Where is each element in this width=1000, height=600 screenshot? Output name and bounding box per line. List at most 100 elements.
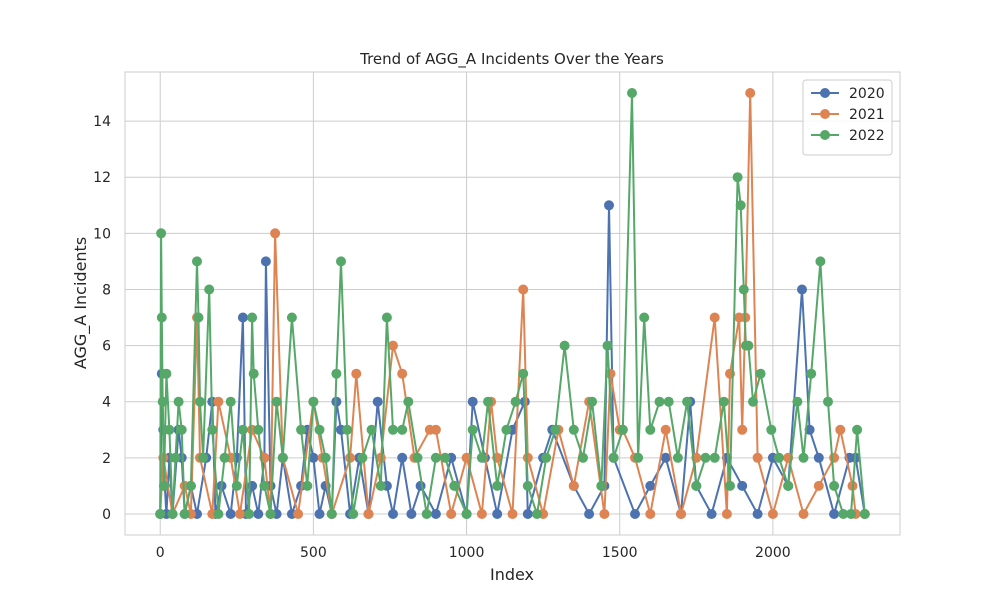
data-point-2022 [195, 396, 205, 407]
data-point-2021 [351, 368, 362, 379]
data-point-2022 [381, 312, 392, 323]
data-point-2022 [476, 452, 487, 463]
data-point-2021 [829, 452, 840, 463]
data-point-2022 [440, 452, 451, 463]
data-point-2022 [691, 480, 702, 491]
data-point-2022 [331, 368, 342, 379]
data-point-2020 [604, 200, 614, 211]
data-point-2022 [173, 396, 184, 407]
data-point-2021 [270, 228, 281, 239]
legend: 2020 2021 2022 [802, 79, 893, 156]
data-point-2022 [397, 424, 408, 435]
data-point-2020 [397, 452, 408, 463]
data-point-2022 [748, 396, 758, 407]
data-point-2022 [596, 480, 607, 491]
data-point-2022 [296, 424, 307, 435]
data-point-2022 [421, 509, 432, 519]
data-point-2022 [522, 480, 533, 491]
data-point-2021 [293, 509, 304, 519]
data-point-2020 [406, 509, 417, 519]
data-point-2020 [797, 284, 807, 295]
data-point-2022 [167, 509, 178, 519]
data-point-2022 [568, 424, 579, 435]
y-tick-label: 2 [102, 451, 111, 467]
data-point-2022 [155, 509, 166, 519]
data-point-2022 [342, 424, 353, 435]
data-point-2022 [823, 396, 833, 407]
legend-label: 2022 [849, 128, 885, 144]
data-point-2022 [852, 424, 863, 435]
data-point-2022 [639, 312, 650, 323]
data-point-2022 [357, 452, 368, 463]
data-point-2021 [645, 509, 656, 519]
data-point-2022 [449, 480, 460, 491]
data-point-2022 [483, 396, 493, 407]
data-point-2022 [156, 228, 167, 239]
data-point-2020 [253, 509, 264, 519]
ticks: 0 500 1000 1500 2000 0 2 4 6 8 10 12 14 [93, 114, 791, 561]
series-2022 [155, 88, 870, 519]
data-point-2022 [156, 312, 167, 323]
data-point-2022 [755, 368, 766, 379]
data-point-2021 [737, 424, 748, 435]
y-tick-label: 10 [93, 226, 111, 242]
data-point-2020 [314, 509, 325, 519]
data-point-2021 [599, 509, 610, 519]
data-point-2022 [738, 284, 749, 295]
data-point-2022 [700, 452, 711, 463]
series-layer [155, 88, 870, 519]
x-tick-label: 1000 [449, 545, 485, 561]
data-point-2021 [363, 509, 374, 519]
y-tick-label: 4 [102, 395, 111, 411]
data-point-2022 [219, 452, 230, 463]
data-point-2022 [829, 480, 840, 491]
data-point-2021 [813, 480, 824, 491]
data-point-2020 [584, 509, 595, 519]
data-point-2020 [467, 396, 478, 407]
data-point-2022 [645, 424, 656, 435]
data-point-2022 [608, 452, 619, 463]
data-point-2021 [660, 424, 671, 435]
data-point-2022 [336, 256, 346, 267]
data-point-2021 [375, 452, 386, 463]
legend-label: 2021 [849, 107, 885, 123]
data-point-2022 [518, 368, 529, 379]
data-point-2022 [170, 452, 181, 463]
data-point-2022 [247, 312, 258, 323]
data-point-2020 [388, 509, 398, 519]
y-tick-label: 12 [93, 170, 111, 186]
data-point-2021 [676, 509, 686, 519]
data-point-2021 [522, 452, 533, 463]
series-line-2022 [159, 92, 866, 515]
data-point-2022 [248, 368, 259, 379]
data-point-2022 [271, 396, 282, 407]
data-point-2022 [815, 256, 826, 267]
plot-background [124, 71, 901, 536]
data-point-2022 [213, 509, 224, 519]
legend-marker-2022 [820, 130, 830, 140]
data-point-2020 [706, 509, 717, 519]
data-point-2022 [859, 509, 870, 519]
x-axis-label: Index [490, 565, 534, 584]
data-point-2021 [745, 88, 756, 98]
data-point-2020 [308, 452, 319, 463]
data-point-2022 [846, 509, 856, 519]
data-point-2022 [541, 452, 552, 463]
data-point-2021 [798, 509, 809, 519]
data-point-2022 [709, 452, 720, 463]
data-point-2022 [366, 424, 377, 435]
data-point-2022 [308, 396, 319, 407]
data-point-2022 [578, 452, 588, 463]
data-point-2022 [532, 509, 542, 519]
data-point-2022 [633, 452, 644, 463]
data-point-2020 [372, 396, 383, 407]
data-point-2022 [204, 284, 215, 295]
data-point-2022 [718, 396, 729, 407]
data-point-2022 [253, 424, 264, 435]
x-tick-label: 1500 [602, 545, 638, 561]
data-point-2021 [568, 480, 579, 491]
data-point-2022 [158, 480, 169, 491]
data-point-2022 [161, 368, 172, 379]
data-point-2020 [225, 509, 236, 519]
